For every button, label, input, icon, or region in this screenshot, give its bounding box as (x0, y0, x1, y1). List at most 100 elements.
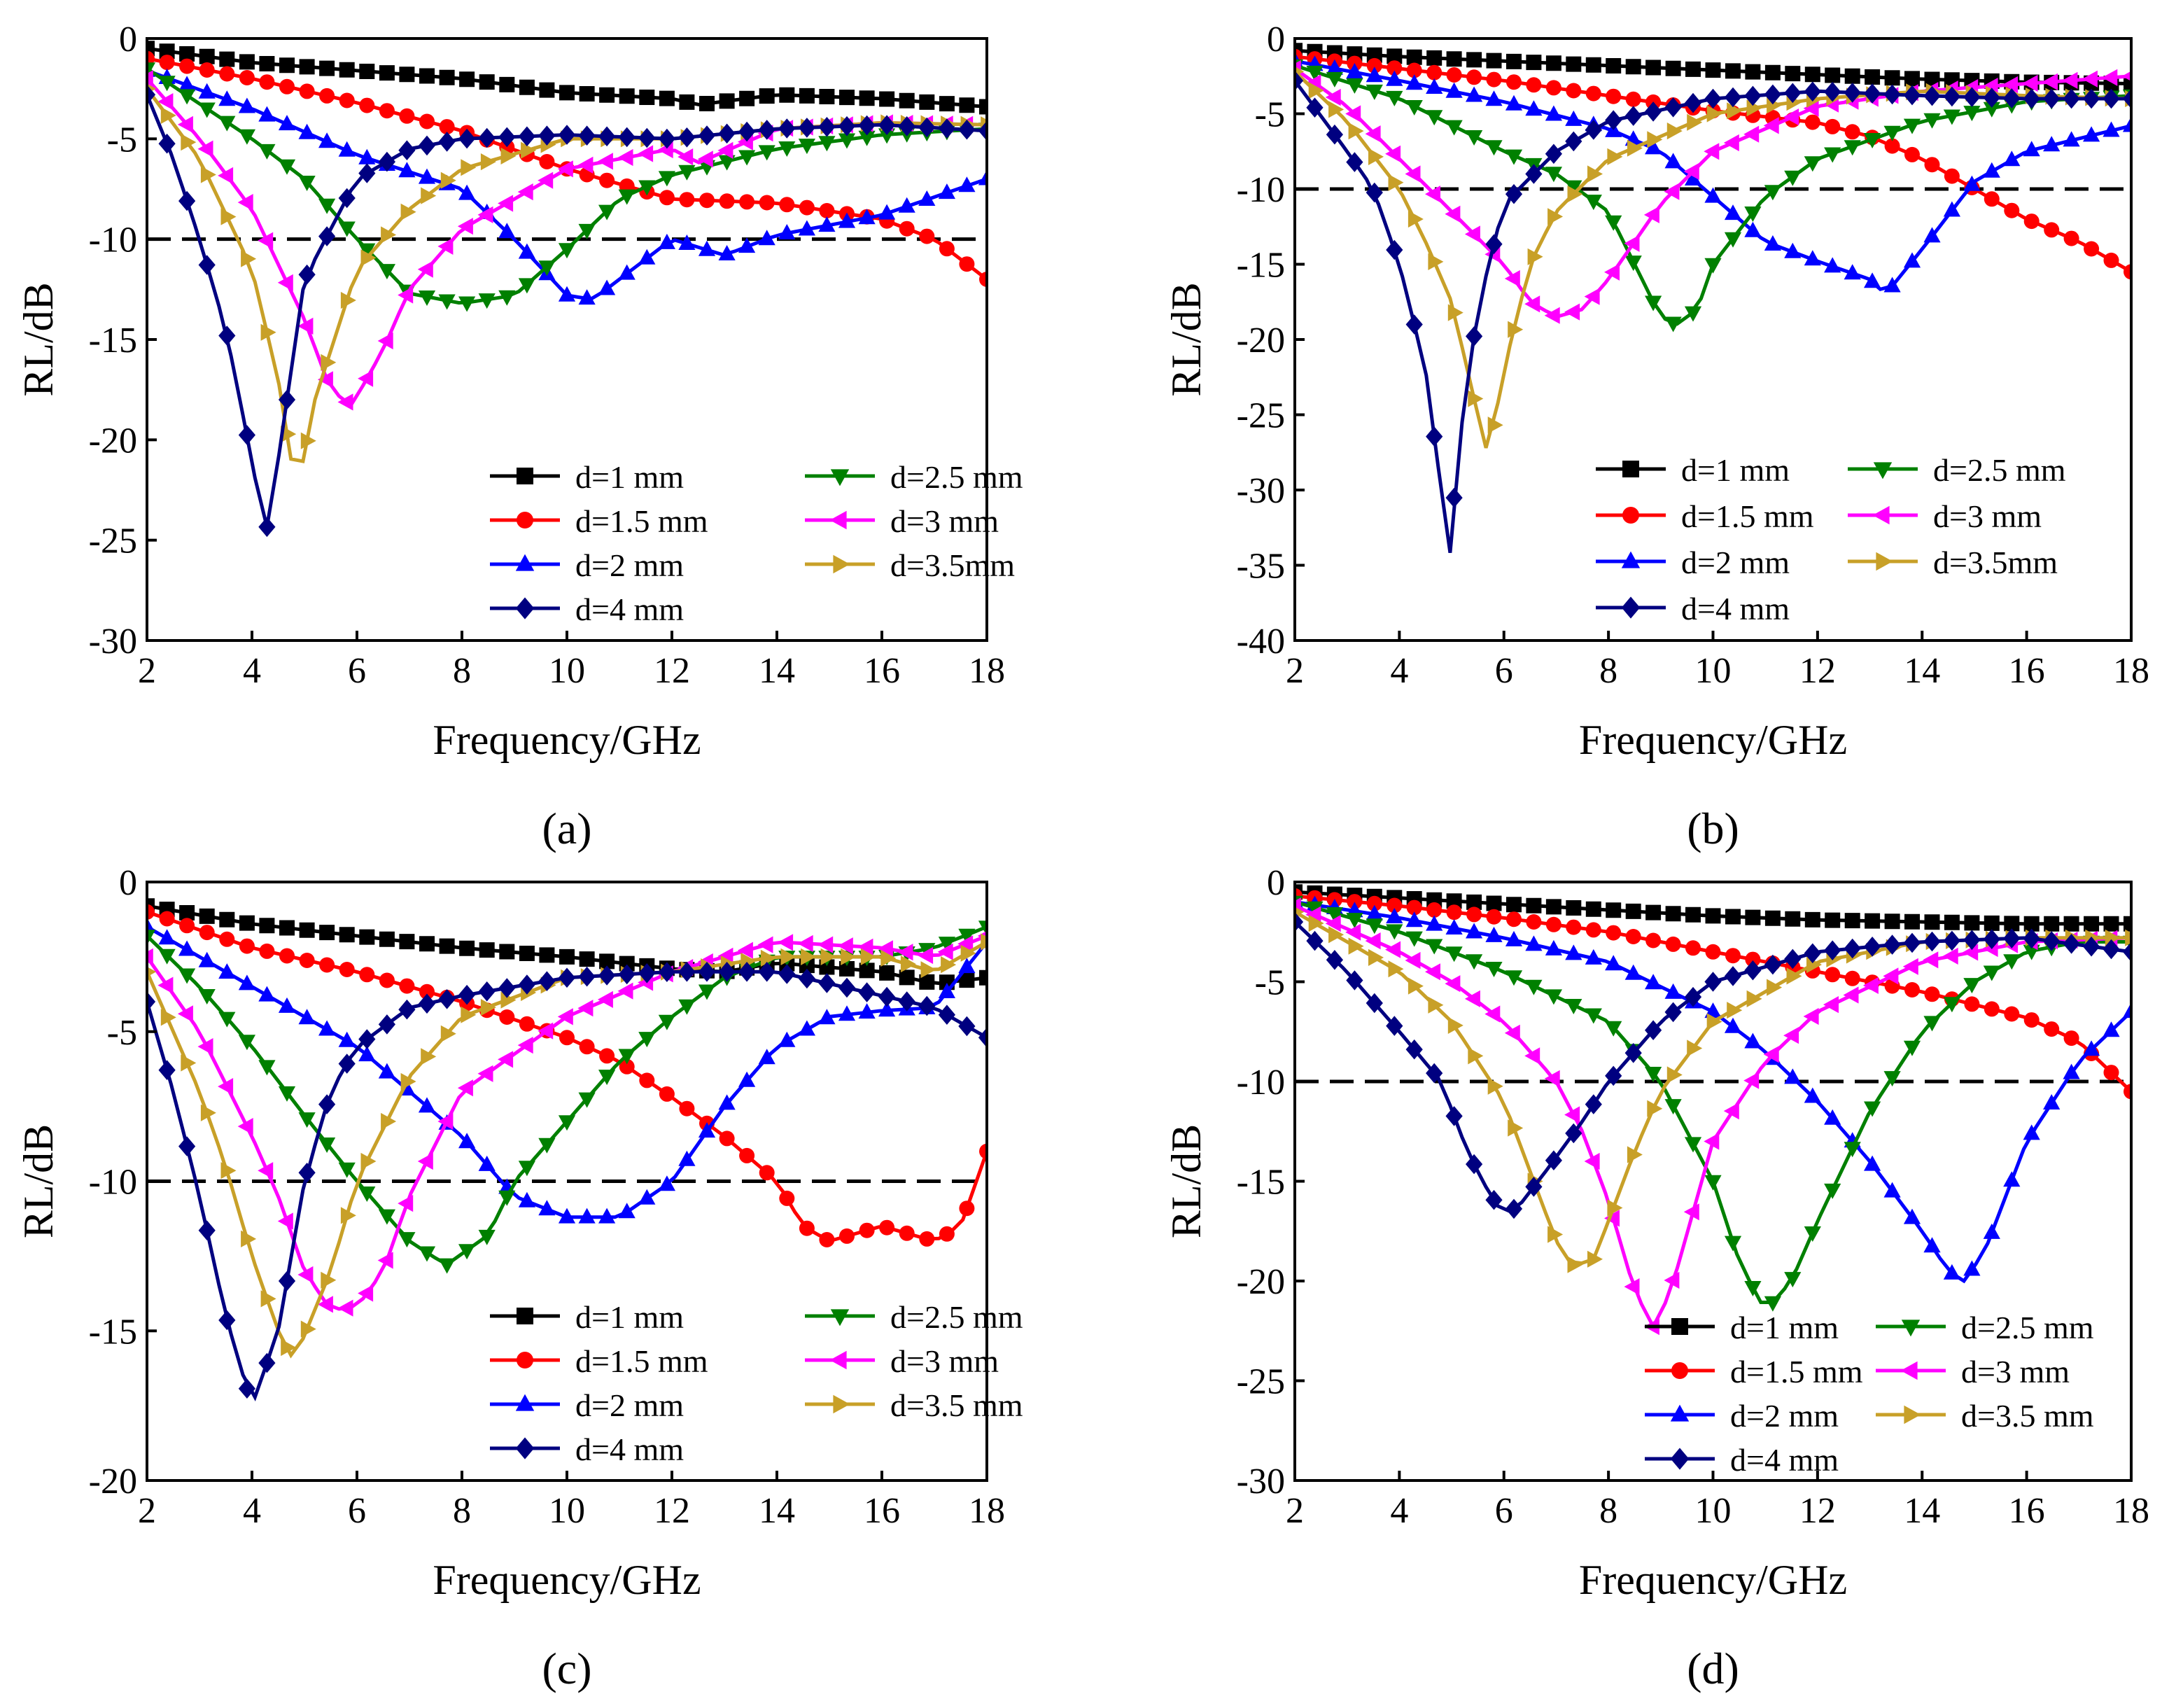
data-point (899, 969, 915, 986)
data-point (1704, 88, 1722, 109)
data-point (1506, 53, 1522, 69)
data-point (147, 917, 156, 933)
data-point (2023, 928, 2040, 949)
data-point (360, 249, 377, 267)
data-point (159, 911, 175, 927)
data-point (157, 976, 174, 994)
data-point (1625, 929, 1641, 944)
data-point (1783, 108, 1799, 126)
data-point (918, 190, 936, 206)
data-point (798, 968, 815, 989)
data-point (500, 991, 517, 1009)
legend-label: d=3 mm (890, 1343, 999, 1379)
data-point (1645, 1020, 1662, 1040)
data-point (339, 927, 355, 943)
data-point (1508, 1119, 1524, 1137)
data-point (259, 943, 275, 959)
legend-swatch-marker (1876, 552, 1893, 571)
data-point (1785, 911, 1801, 927)
legend-swatch-marker (830, 1309, 850, 1326)
data-point (2063, 1063, 2080, 1079)
data-point (1525, 100, 1543, 116)
data-point (1983, 929, 2000, 949)
data-point (1744, 1281, 1762, 1296)
data-point (1426, 1063, 1443, 1084)
data-point (2082, 70, 2098, 88)
data-point (1844, 1142, 1861, 1158)
x-axis-label: Frequency/GHz (433, 717, 701, 763)
data-point (1764, 1296, 1781, 1312)
data-point (658, 1175, 675, 1191)
data-point (1704, 187, 1722, 203)
legend-label: d=1 mm (575, 1299, 684, 1335)
data-point (938, 118, 955, 139)
data-point (737, 941, 753, 959)
data-point (1645, 1067, 1662, 1082)
data-point (1445, 1106, 1463, 1126)
data-point (1447, 1016, 1463, 1034)
y-tick-label: 0 (119, 20, 137, 59)
legend-item: d=2.5 mm (1876, 1310, 2094, 1345)
data-point (298, 175, 316, 191)
data-point (558, 286, 576, 302)
data-point (818, 117, 836, 137)
y-tick-label: -5 (1255, 95, 1285, 135)
data-point (158, 1060, 176, 1080)
data-point (219, 911, 235, 927)
data-point (819, 203, 835, 218)
data-point (958, 958, 976, 974)
data-point (779, 87, 795, 103)
data-point (419, 68, 435, 84)
x-tick-label: 10 (549, 1491, 585, 1531)
data-point (1683, 162, 1699, 180)
data-point (338, 1162, 356, 1178)
data-point (1844, 68, 1860, 84)
data-point (1545, 105, 1562, 121)
data-point (1664, 1002, 1682, 1023)
data-point (718, 155, 736, 171)
data-point (820, 948, 836, 965)
data-point (318, 132, 336, 148)
data-point (1366, 918, 1383, 934)
data-point (879, 91, 895, 107)
data-point (238, 425, 255, 445)
data-point (259, 918, 275, 934)
data-point (938, 937, 955, 953)
data-point (1625, 59, 1641, 75)
data-point (2062, 71, 2078, 89)
data-point (519, 79, 535, 95)
data-point (478, 981, 496, 1002)
data-point (2004, 916, 2020, 932)
data-point (801, 948, 817, 965)
data-point (381, 226, 397, 244)
data-point (1326, 950, 1343, 970)
data-point (618, 264, 636, 280)
data-point (638, 1189, 656, 1205)
data-point (181, 134, 197, 151)
legend-swatch-marker (515, 1394, 535, 1411)
legend-item: d=1 mm (490, 459, 684, 495)
chart-panel-a: 2 4 6 8 10 12 14 16 18 0 -5 -10 -15 -20 -25 -30 Frequenc… (15, 20, 1023, 853)
data-point (877, 940, 893, 958)
data-point (538, 1022, 554, 1040)
data-point (1902, 958, 1918, 975)
data-point (978, 1028, 987, 1048)
data-point (1785, 66, 1801, 82)
data-point (878, 1001, 896, 1017)
data-point (658, 128, 675, 149)
legend-item: d=3.5mm (805, 547, 1015, 583)
data-point (857, 938, 873, 955)
data-point (2084, 916, 2100, 932)
data-point (1505, 930, 1523, 946)
data-point (197, 1038, 213, 1056)
data-point (238, 1035, 255, 1051)
data-point (417, 1152, 433, 1170)
data-point (557, 1008, 573, 1026)
legend-item: d=2.5 mm (805, 459, 1023, 495)
data-point (378, 1014, 395, 1035)
data-point (1745, 951, 1761, 967)
data-point (358, 370, 374, 387)
data-point (1445, 487, 1463, 508)
data-point (1982, 78, 1998, 95)
data-point (619, 88, 635, 104)
